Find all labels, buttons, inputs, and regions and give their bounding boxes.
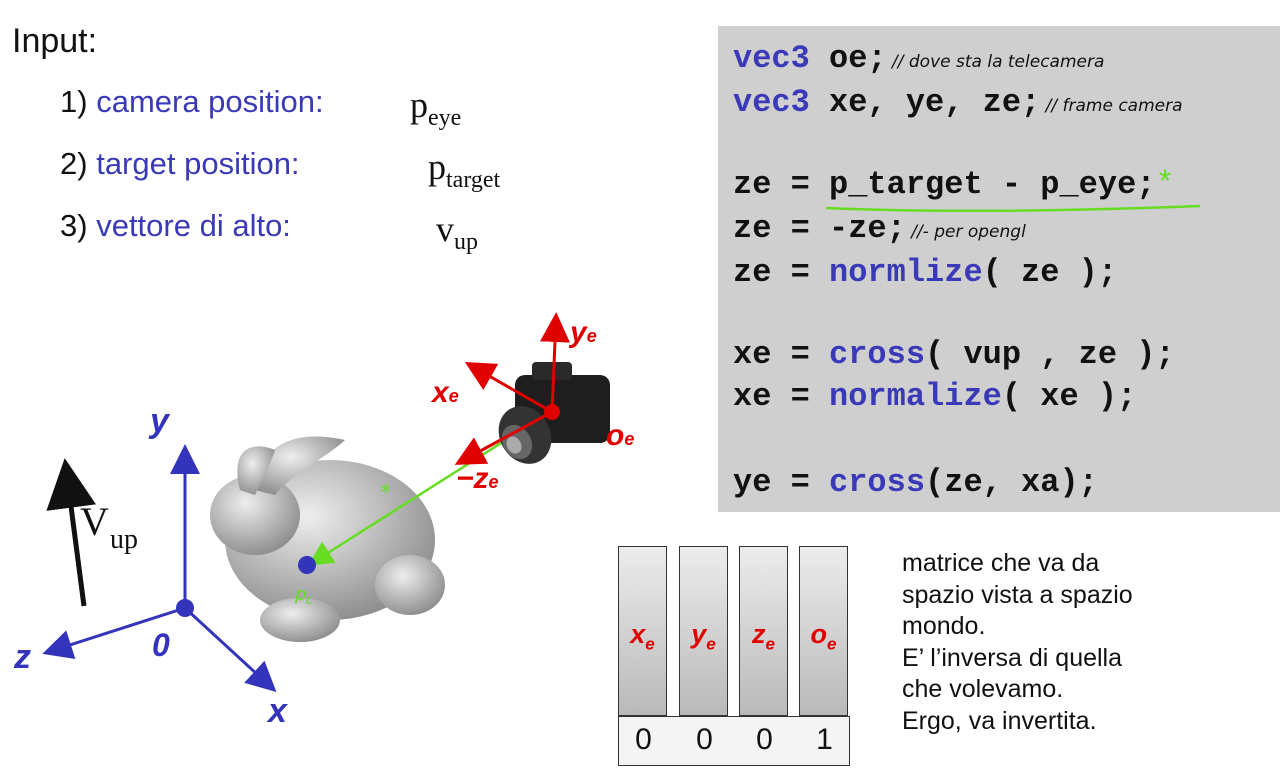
item-number: 1) — [60, 84, 88, 119]
matrix-bottom-row: 0 0 0 1 — [618, 716, 850, 766]
v-up-symbol: vup — [436, 209, 478, 255]
code-line-7: xe = normalize( xe ); — [733, 378, 1137, 415]
handwritten-comment: // frame camera — [1040, 96, 1183, 116]
input-title: Input: — [12, 22, 98, 60]
matrix-column-ze: ze — [739, 546, 788, 716]
code-line-5: ze = normlize( ze ); — [733, 254, 1118, 291]
p-target-symbol: ptarget — [428, 147, 501, 193]
world-z-label: z — [13, 638, 31, 676]
item-number: 2) — [60, 146, 88, 181]
world-x-label: x — [266, 692, 289, 730]
input-item-1: 1) camera position: — [60, 84, 324, 120]
matrix-cell: 0 — [635, 723, 652, 756]
handwritten-comment: //- per opengl — [905, 222, 1026, 242]
matrix-description: matrice che va da spazio vista a spazio … — [902, 548, 1272, 737]
matrix-cell: 0 — [756, 723, 773, 756]
vup-arrow — [46, 458, 96, 607]
camera-neg-z-axis — [454, 410, 553, 465]
code-line-2: vec3 xe, ye, ze; // frame camera — [733, 84, 1183, 121]
item-label: vettore di alto: — [96, 208, 291, 243]
description-line: che volevamo. — [902, 675, 1064, 703]
green-underline — [825, 204, 1201, 213]
matrix-column-ye: ye — [679, 546, 728, 716]
bunny-model — [210, 436, 445, 642]
description-line: matrice che va da — [902, 549, 1100, 577]
camera-z-label: −ze — [456, 462, 499, 495]
world-x-axis — [183, 606, 277, 693]
camera-frame-diagram: y z x 0 V up * p c ye xe −ze oe — [13, 312, 634, 730]
description-line: Ergo, va invertita. — [902, 706, 1097, 735]
world-z-axis — [42, 606, 186, 659]
description-line: spazio vista a spazio — [902, 580, 1133, 609]
camera-origin-dot — [544, 404, 560, 420]
target-point-label: p — [294, 584, 306, 605]
code-line-6: xe = cross( vup , ze ); — [733, 336, 1175, 373]
code-line-3: ze = p_target - p_eye;* — [733, 166, 1175, 203]
matrix-column-xe: xe — [618, 546, 667, 716]
item-label: target position: — [96, 146, 300, 181]
camera-x-axis — [464, 362, 553, 414]
item-number: 3) — [60, 208, 88, 243]
input-item-2: 2) target position: — [60, 146, 300, 182]
green-star-mark: * — [1155, 166, 1175, 203]
camera-y-axis — [539, 312, 570, 413]
world-origin-dot — [176, 599, 194, 617]
matrix-cell: 0 — [696, 723, 713, 756]
target-point-sub: c — [306, 593, 313, 607]
target-point — [298, 556, 316, 574]
world-y-label: y — [148, 402, 171, 440]
matrix-column-oe: oe — [799, 546, 848, 716]
camera-origin-label: oe — [606, 419, 634, 452]
handwritten-comment: // dove sta la telecamera — [886, 52, 1105, 72]
camera-to-world-matrix: xe ye ze oe 0 0 0 1 — [618, 546, 850, 766]
code-line-1: vec3 oe; // dove sta la telecamera — [733, 40, 1105, 77]
world-origin-label: 0 — [152, 627, 170, 663]
item-label: camera position: — [96, 84, 324, 119]
p-eye-symbol: peye — [410, 85, 462, 131]
vup-label: V — [80, 499, 109, 544]
code-line-8: ye = cross(ze, xa); — [733, 464, 1098, 501]
code-panel: vec3 oe; // dove sta la telecamera vec3 … — [718, 26, 1280, 512]
camera-x-label: xe — [430, 376, 459, 409]
matrix-cell: 1 — [816, 723, 833, 756]
code-line-4: ze = -ze; //- per opengl — [733, 210, 1026, 247]
camera-y-label: ye — [568, 316, 597, 349]
vup-sub: up — [110, 524, 138, 555]
input-item-3: 3) vettore di alto: — [60, 208, 291, 244]
handwritten-star: * — [380, 481, 391, 506]
description-line: E’ l’inversa di quella — [902, 643, 1123, 672]
description-line: mondo. — [902, 612, 986, 640]
